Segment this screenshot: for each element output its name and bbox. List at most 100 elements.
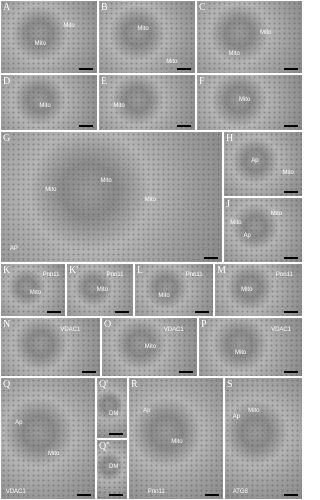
panel-letter: Q: [3, 379, 11, 390]
scale-bar: [284, 125, 298, 127]
panel-label: Mito: [39, 102, 51, 109]
panel-letter: Q': [99, 379, 109, 390]
panel-letter: G: [3, 133, 11, 144]
micrograph-panel: A Mito Mito: [0, 0, 98, 74]
panel-label: Pnn11: [185, 271, 203, 278]
scale-bar: [79, 125, 93, 127]
panel-label: VDAC1: [60, 326, 81, 333]
micrograph-panel: E Mito: [98, 74, 196, 131]
micrograph-panel: P Mito VDAC1: [198, 317, 303, 377]
micrograph-panel: S Ap Mito ATG8: [224, 377, 303, 500]
micrograph-panel: D Mito: [0, 74, 98, 131]
panel-label: Mito: [282, 170, 294, 177]
panel-label: DM: [109, 463, 119, 470]
panel-label: Ap: [143, 408, 151, 415]
panel-label: Mito: [96, 287, 109, 294]
panel-label: Mito: [239, 97, 251, 103]
panel-label: VDAC1: [271, 326, 292, 333]
panel-label: Ap: [15, 420, 23, 427]
micrograph-panel: L Mito Pnn11: [134, 263, 214, 317]
panel-letter: L: [137, 265, 144, 276]
panel-label: Mito: [166, 58, 178, 65]
micrograph-panel: J Ap Mito Mito: [223, 197, 303, 263]
panel-letter: J: [226, 199, 230, 210]
micrograph-panel: M Mito Pnn11: [214, 263, 303, 317]
micrograph-panel: Q'' DM: [96, 439, 128, 500]
micrograph-panel: H Ap Mito: [223, 131, 303, 197]
panel-label: AP: [9, 246, 18, 253]
panel-letter: B: [101, 2, 108, 13]
scale-bar: [179, 371, 193, 373]
scale-bar: [109, 494, 123, 496]
scale-bar: [47, 311, 61, 313]
scale-bar: [284, 494, 298, 496]
panel-label: Mito: [171, 438, 183, 445]
scale-bar: [204, 257, 218, 259]
panel-label: Pnn11: [147, 489, 165, 496]
micrograph-panel: Q Ap Mito VDAC1: [0, 377, 96, 500]
scale-bar: [77, 494, 91, 496]
micrograph-panel: C Mito Mito: [196, 0, 303, 74]
scale-bar: [177, 125, 191, 127]
panel-letter: D: [3, 76, 11, 87]
panel-label: Pnn11: [42, 271, 60, 278]
panel-label: ATG8: [232, 489, 248, 496]
panel-label: Mito: [228, 51, 240, 58]
scale-bar: [284, 311, 298, 313]
micrograph-panel: G Mito Mito Mito AP: [0, 131, 223, 263]
panel-letter: H: [226, 133, 234, 144]
micrograph-panel: F Mito: [196, 74, 303, 131]
scale-bar: [79, 68, 93, 70]
panel-label: Mito: [34, 40, 46, 47]
panel-label: Ap: [243, 233, 251, 240]
scale-bar: [177, 68, 191, 70]
scale-bar: [115, 311, 129, 313]
micrograph-panel: O Mito VDAC1: [101, 317, 198, 377]
panel-label: Mito: [45, 186, 57, 193]
panel-label: Mito: [270, 210, 283, 217]
panel-letter: K': [69, 265, 79, 276]
panel-letter: A: [3, 2, 11, 13]
panel-label: Mito: [63, 22, 75, 29]
panel-label: Mito: [137, 26, 149, 33]
micrograph-panel: Q' DM: [96, 377, 128, 439]
panel-label: VDAC1: [5, 489, 26, 496]
panel-letter: R: [131, 379, 138, 390]
panel-letter: S: [227, 379, 233, 390]
panel-label: VDAC1: [163, 326, 184, 333]
panel-label: Ap: [251, 157, 259, 164]
panel-label: Mito: [235, 349, 247, 356]
panel-letter: C: [199, 2, 206, 13]
panel-label: DM: [109, 411, 119, 417]
panel-label: Pnn11: [106, 271, 124, 278]
scale-bar: [284, 191, 298, 193]
scale-bar: [284, 68, 298, 70]
panel-letter: N: [3, 319, 11, 330]
panel-label: Mito: [248, 408, 260, 415]
panel-label: Mito: [241, 287, 253, 294]
scale-bar: [109, 433, 123, 435]
panel-label: Mito: [230, 220, 242, 227]
figure: A Mito Mito B Mito Mito C Mito Mito D Mito E Mito F Mi…: [0, 0, 303, 500]
panel-label: Mito: [100, 177, 112, 184]
panel-label: Mito: [29, 290, 42, 296]
panel-label: Pnn11: [275, 271, 293, 278]
micrograph-panel: B Mito Mito: [98, 0, 196, 74]
micrograph-panel: R Ap Mito Pnn11: [128, 377, 224, 500]
panel-letter: O: [104, 319, 112, 330]
panel-label: Mito: [113, 102, 125, 109]
scale-bar: [284, 371, 298, 373]
scale-bar: [205, 494, 219, 496]
panel-letter: E: [101, 76, 108, 87]
micrograph-panel: N VDAC1: [0, 317, 101, 377]
panel-label: Mito: [260, 29, 272, 36]
panel-label: Mito: [158, 292, 170, 299]
panel-label: Ap: [232, 414, 241, 421]
micrograph-panel: K Mito Pnn11: [0, 263, 66, 317]
panel-letter: Q'': [99, 441, 110, 452]
panel-label: Mito: [48, 450, 60, 457]
panel-letter: F: [199, 76, 205, 87]
scale-bar: [82, 371, 96, 373]
micrograph-panel: K' Mito Pnn11: [66, 263, 134, 317]
scale-bar: [195, 311, 209, 313]
